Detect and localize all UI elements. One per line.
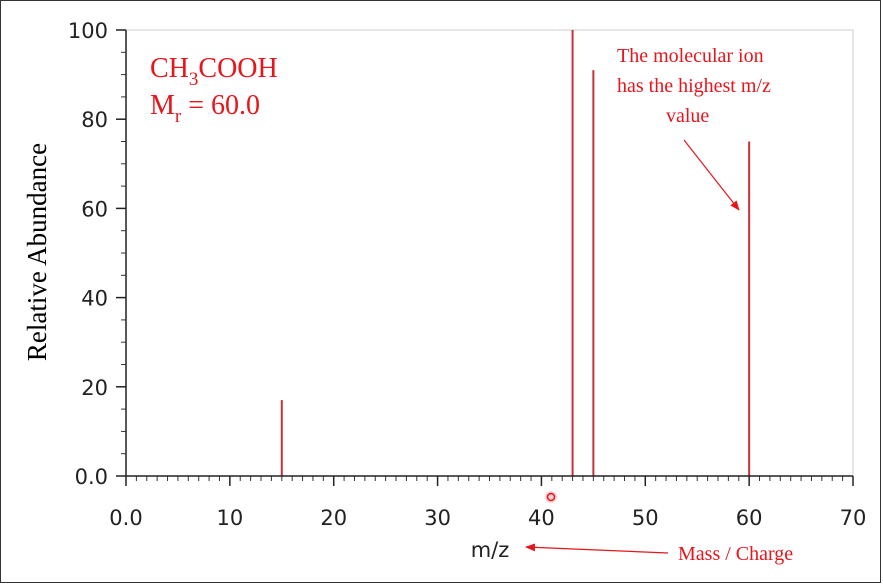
- x-axis-title: m/z: [471, 538, 510, 562]
- y-tick-label: 60: [81, 197, 108, 221]
- x-tick-label: 40: [528, 506, 555, 530]
- x-tick-label: 30: [424, 506, 451, 530]
- mass-charge-arrow: [525, 543, 669, 554]
- x-tick-label: 10: [216, 506, 243, 530]
- y-tick-label: 20: [81, 376, 108, 400]
- y-axis-ticks: 0.0 20 40 60 80 100: [68, 19, 126, 489]
- relative-molecular-mass: Mr = 60.0: [150, 90, 260, 127]
- x-tick-label: 50: [632, 506, 659, 530]
- x-minor-ticks: [135, 476, 844, 481]
- mass-charge-label: Mass / Charge: [678, 543, 793, 565]
- x-tick-label: 20: [320, 506, 347, 530]
- spectrum-peaks: [280, 30, 751, 476]
- y-tick-label: 0.0: [75, 465, 108, 489]
- x-tick-label: 70: [840, 506, 867, 530]
- compound-formula: CH3COOH: [150, 53, 278, 90]
- molecular-ion-note-line-3: value: [666, 105, 709, 127]
- x-tick-label: 60: [736, 506, 763, 530]
- molecular-ion-arrow: [683, 139, 740, 211]
- y-minor-ticks: [121, 51, 126, 455]
- x-axis-ticks: 0.0 10 20 30 40 50 60 70: [109, 476, 866, 530]
- x-tick-label: 0.0: [109, 506, 142, 530]
- y-tick-label: 80: [81, 108, 108, 132]
- molecular-ion-note-line-2: has the highest m/z: [617, 75, 771, 97]
- cursor-marker-core: [546, 492, 556, 502]
- molecular-ion-note-line-1: The molecular ion: [617, 45, 764, 67]
- y-axis-title: Relative Abundance: [22, 143, 52, 361]
- molecular-ion-note: The molecular ion has the highest m/z va…: [617, 45, 776, 127]
- y-tick-label: 40: [81, 287, 108, 311]
- y-tick-label: 100: [68, 19, 108, 43]
